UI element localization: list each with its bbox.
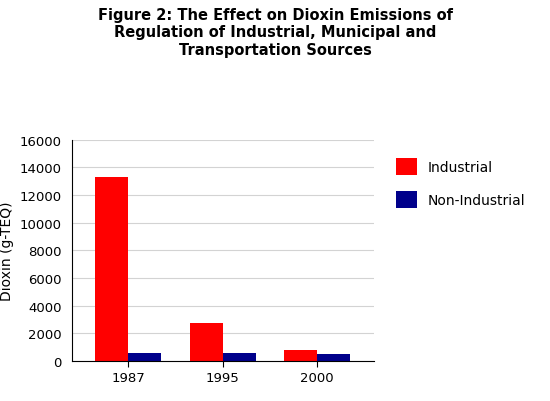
Bar xyxy=(128,352,161,361)
Bar xyxy=(284,350,317,361)
Y-axis label: Dioxin (g-TEQ): Dioxin (g-TEQ) xyxy=(0,201,14,300)
Legend: Industrial, Non-Industrial: Industrial, Non-Industrial xyxy=(396,158,526,209)
Bar xyxy=(190,324,223,361)
Text: Figure 2: The Effect on Dioxin Emissions of
Regulation of Industrial, Municipal : Figure 2: The Effect on Dioxin Emissions… xyxy=(97,8,453,58)
Bar xyxy=(223,352,256,361)
Bar xyxy=(95,178,128,361)
Bar xyxy=(317,354,350,361)
